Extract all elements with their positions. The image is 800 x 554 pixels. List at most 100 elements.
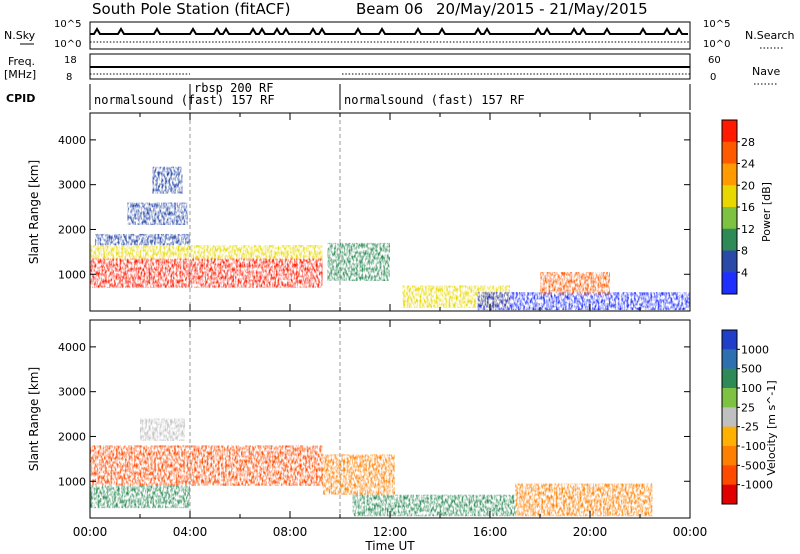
colorbar-tick-label: -25 <box>741 421 759 434</box>
colorbar-tick-label: 20 <box>741 179 755 192</box>
beam-label: Beam 06 <box>356 0 423 18</box>
colorbar-tick-label: 4 <box>741 266 748 279</box>
colorbar-tick-label: -1000 <box>741 479 773 492</box>
cpid-segment-label: normalsound (fast) 157 RF <box>344 93 525 107</box>
time-axis-title: Time UT <box>364 539 415 553</box>
velocity-colorbar-title: Velocity [m s^-1] <box>765 380 778 475</box>
colorbar-tick-label: 24 <box>741 158 755 171</box>
nsky-tick-lo: 10^0 <box>54 39 81 50</box>
colorbar-swatch <box>722 349 737 370</box>
nsky-panel <box>89 21 691 50</box>
y-tick-label: 2000 <box>58 223 86 236</box>
colorbar-swatch <box>722 484 737 505</box>
power-data <box>90 113 690 311</box>
colorbar-swatch <box>722 185 737 208</box>
colorbar-swatch <box>722 330 737 350</box>
date-range: 20/May/2015 - 21/May/2015 <box>436 0 648 18</box>
station-title: South Pole Station (fitACF) <box>92 0 290 18</box>
colorbar-tick-label: 16 <box>741 201 755 214</box>
time-tick-label: 20:00 <box>573 525 608 539</box>
y-tick-label: 2000 <box>58 430 86 443</box>
colorbar-tick-label: 25 <box>741 401 755 414</box>
colorbar-tick-label: 500 <box>741 363 762 376</box>
nave-tick-lo: 0 <box>710 72 716 83</box>
colorbar-tick-label: 8 <box>741 245 748 258</box>
nave-label: Nave <box>752 65 780 78</box>
colorbar-swatch <box>722 141 737 164</box>
time-tick-label: 12:00 <box>373 525 408 539</box>
data-region <box>95 233 190 246</box>
nsky-label: N.Sky <box>4 29 36 42</box>
data-region <box>540 272 610 295</box>
freq-tick-hi: 18 <box>64 55 77 66</box>
colorbar-swatch <box>722 368 737 389</box>
colorbar-tick-label: -100 <box>741 440 766 453</box>
power-colorbar: 4 8 12 16 20 24 28 <box>721 119 755 295</box>
colorbar-tick-label: 1000 <box>741 343 769 356</box>
nsearch-tick-hi: 10^5 <box>703 19 730 30</box>
time-tick-label: 08:00 <box>273 525 308 539</box>
nsearch-tick-lo: 10^0 <box>703 39 730 50</box>
velocity-axes: 1000 2000 3000 4000 <box>58 320 691 518</box>
time-axis-ticks: 00:00 04:00 08:00 12:00 16:00 20:00 00:00 <box>73 525 708 539</box>
power-ylabel: Slant Range [km] <box>27 160 41 264</box>
nsky-tick-hi: 10^5 <box>54 19 81 30</box>
y-tick-label: 1000 <box>58 475 86 488</box>
time-tick-label: 04:00 <box>173 525 208 539</box>
colorbar-tick-label: 12 <box>741 223 755 236</box>
y-tick-label: 1000 <box>58 268 86 281</box>
power-axes: 1000 2000 3000 4000 <box>58 113 691 311</box>
time-tick-label: 16:00 <box>473 525 508 539</box>
time-tick-label: 00:00 <box>673 525 708 539</box>
colorbar-swatch <box>722 207 737 230</box>
data-region <box>90 258 323 288</box>
cpid-segment-label: normalsound (fast) 157 RF <box>94 93 275 107</box>
data-region <box>152 166 183 194</box>
cpid-segment-label: rbsp 200 RF <box>194 81 273 95</box>
y-tick-label: 4000 <box>58 341 86 354</box>
nsearch-label: N.Search <box>745 29 795 42</box>
freq-label: Freq. <box>8 55 35 68</box>
y-tick-label: 3000 <box>58 386 86 399</box>
colorbar-swatch <box>722 388 737 408</box>
colorbar-tick-label: 100 <box>741 382 762 395</box>
cpid-label: CPID <box>6 92 35 105</box>
colorbar-frame <box>721 329 738 505</box>
colorbar-swatch <box>722 250 737 273</box>
power-panel: 1000 2000 3000 4000 Slant Range [km] <box>27 112 691 312</box>
colorbar-swatch <box>722 407 737 428</box>
nsky-trace <box>90 27 688 35</box>
velocity-colorbar: 1000 500 100 25 -25 -100 -500 -1000 <box>721 329 773 505</box>
colorbar-swatch <box>722 426 737 447</box>
data-region <box>90 485 190 509</box>
power-colorbar-title: Power [dB] <box>760 182 773 242</box>
data-region <box>477 292 690 311</box>
colorbar-swatch <box>722 120 737 143</box>
time-tick-label: 00:00 <box>73 525 108 539</box>
y-tick-label: 3000 <box>58 179 86 192</box>
freq-tick-lo: 8 <box>66 72 72 83</box>
colorbar-swatch <box>722 228 737 251</box>
data-region <box>515 483 653 517</box>
data-region <box>90 445 323 486</box>
colorbar-swatch <box>722 465 737 486</box>
data-region <box>327 242 390 281</box>
colorbar-tick-label: -500 <box>741 459 766 472</box>
colorbar-swatch <box>722 163 737 186</box>
colorbar-swatch <box>722 272 737 295</box>
velocity-data <box>90 320 653 518</box>
data-region <box>90 245 323 259</box>
nsky-line <box>90 27 688 35</box>
y-tick-label: 4000 <box>58 134 86 147</box>
velocity-panel: 1000 2000 3000 4000 Slant Range [km] <box>27 319 691 519</box>
nave-tick-hi: 60 <box>708 55 721 66</box>
data-region <box>352 494 515 517</box>
freq-unit: [MHz] <box>4 68 36 81</box>
data-region <box>322 454 395 495</box>
colorbar-tick-label: 28 <box>741 136 755 149</box>
colorbar-swatch <box>722 446 737 466</box>
data-region <box>127 202 188 225</box>
data-region <box>140 418 185 441</box>
